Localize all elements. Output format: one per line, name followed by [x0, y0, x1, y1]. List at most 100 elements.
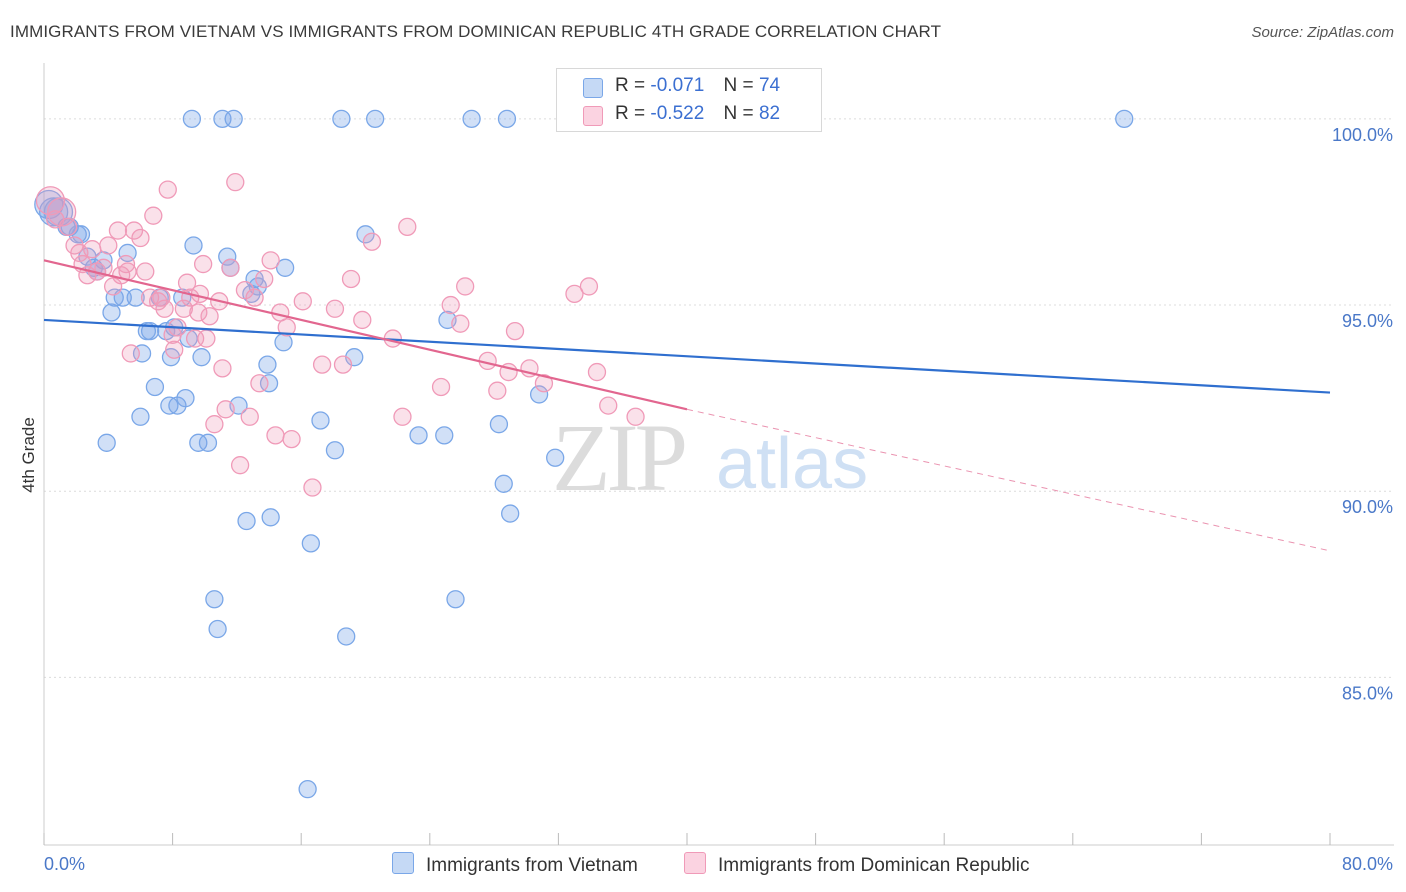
- data-point: [193, 254, 213, 274]
- axis-labels: 85.0% 90.0% 95.0% 100.0% 0.0% 80.0%: [44, 125, 1393, 874]
- legend-label-vietnam: Immigrants from Vietnam: [426, 855, 638, 876]
- data-point: [237, 511, 256, 531]
- data-point: [275, 258, 295, 277]
- data-point: [534, 374, 554, 393]
- data-point: [97, 433, 116, 452]
- data-point: [298, 779, 317, 799]
- stats-n-value: 82: [758, 103, 781, 124]
- data-point: [144, 206, 163, 225]
- series-dominican-points: [35, 173, 645, 497]
- data-point: [441, 295, 460, 315]
- data-point: [230, 456, 250, 475]
- data-point: [497, 109, 517, 129]
- data-point: [174, 299, 194, 318]
- stats-r-value: -0.522: [650, 103, 705, 124]
- data-point: [158, 180, 177, 199]
- data-point: [599, 396, 618, 415]
- data-point: [261, 251, 280, 270]
- data-point: [546, 448, 565, 467]
- data-point: [353, 310, 372, 330]
- stats-swatch-vietnam: [583, 78, 603, 98]
- data-point: [332, 109, 351, 129]
- trend-line: [43, 318, 1331, 394]
- stats-n-label: N =: [723, 103, 754, 124]
- watermark-atlas: atlas: [716, 424, 868, 504]
- data-point: [501, 504, 520, 523]
- data-point: [393, 407, 412, 426]
- legend-swatch-dominican: [684, 852, 706, 874]
- data-point: [451, 314, 470, 333]
- data-point: [208, 619, 227, 639]
- data-point: [136, 262, 155, 281]
- data-point: [456, 277, 475, 296]
- data-point: [165, 340, 184, 359]
- gridlines: [44, 118, 1394, 678]
- data-point: [341, 269, 361, 289]
- data-point: [240, 407, 259, 426]
- data-point: [505, 321, 525, 341]
- data-point: [152, 288, 171, 307]
- x-tick-label: 80.0%: [1342, 854, 1393, 874]
- data-point: [579, 277, 599, 296]
- stats-n-value: 74: [758, 75, 781, 96]
- data-point: [325, 441, 345, 460]
- legend-swatch-vietnam: [392, 852, 414, 874]
- legend-item-dominican[interactable]: Immigrants from Dominican Republic: [684, 852, 1030, 877]
- data-point: [145, 377, 165, 397]
- data-point: [121, 344, 140, 363]
- trend-line: [43, 259, 688, 411]
- data-point: [303, 478, 322, 497]
- data-point: [224, 109, 243, 129]
- data-point: [365, 109, 385, 129]
- source-label: Source: ZipAtlas.com: [1251, 24, 1394, 41]
- data-point: [189, 303, 208, 322]
- data-point: [259, 374, 279, 393]
- data-point: [333, 355, 353, 374]
- trend-lines: [43, 259, 1331, 552]
- y-tick-label: 85.0%: [1342, 683, 1393, 703]
- data-point: [102, 303, 121, 322]
- data-point: [226, 173, 245, 192]
- data-point: [35, 186, 66, 216]
- data-point: [205, 590, 224, 609]
- series-vietnam-points: [34, 109, 1134, 799]
- y-tick-label: 90.0%: [1342, 497, 1393, 517]
- data-point: [205, 415, 224, 434]
- data-point: [189, 433, 208, 452]
- data-point: [462, 109, 481, 129]
- data-point: [325, 299, 345, 318]
- data-point: [1115, 109, 1134, 129]
- data-point: [116, 254, 136, 274]
- data-point: [155, 299, 174, 318]
- data-point: [182, 109, 202, 129]
- data-point: [446, 590, 465, 609]
- data-point: [108, 221, 128, 240]
- data-point: [177, 273, 197, 292]
- data-point: [277, 318, 296, 337]
- data-point: [626, 407, 645, 426]
- data-point: [255, 269, 274, 289]
- stats-row-dominican: R = -0.522 N = 82: [583, 103, 781, 126]
- data-point: [356, 225, 375, 244]
- stats-n-label: N =: [723, 75, 754, 96]
- watermark-zip: ZIP: [552, 404, 685, 511]
- data-point: [197, 329, 216, 348]
- data-point: [282, 429, 301, 449]
- data-point: [126, 288, 145, 307]
- data-point: [362, 232, 382, 251]
- legend-item-vietnam[interactable]: Immigrants from Vietnam: [392, 852, 638, 877]
- stats-row-vietnam: R = -0.071 N = 74: [583, 75, 781, 98]
- stats-box: R = -0.071 N = 74 R = -0.522 N = 82: [556, 68, 822, 132]
- data-point: [261, 508, 280, 527]
- x-tick-label: 0.0%: [44, 854, 85, 874]
- data-point: [250, 374, 269, 393]
- data-point: [99, 236, 118, 255]
- data-point: [124, 221, 144, 240]
- legend: Immigrants from Vietnam Immigrants from …: [0, 852, 1406, 880]
- data-point: [218, 247, 237, 266]
- stats-swatch-dominican: [583, 106, 603, 126]
- data-point: [131, 228, 150, 248]
- data-point: [83, 240, 102, 259]
- data-point: [200, 307, 219, 326]
